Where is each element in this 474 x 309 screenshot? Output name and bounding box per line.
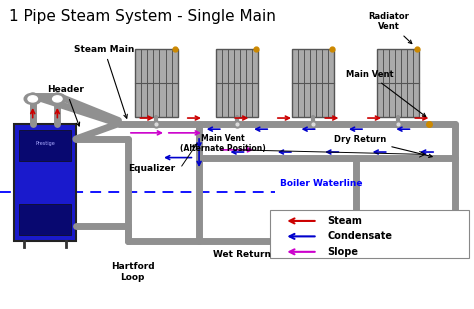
Circle shape [28,96,37,102]
Bar [216,49,258,117]
Text: Steam: Steam [327,216,362,226]
Text: Boiler Waterline: Boiler Waterline [280,180,362,188]
Bar [19,204,71,235]
Bar [292,49,334,117]
Bar [19,130,71,161]
Text: Equalizer: Equalizer [128,164,175,173]
Text: Condensate: Condensate [327,231,392,241]
Text: Radiator
Vent: Radiator Vent [368,12,412,44]
Text: Wet Return: Wet Return [213,250,271,260]
Text: Header: Header [47,85,84,126]
Circle shape [53,96,62,102]
Bar [14,124,76,241]
Bar [135,49,178,117]
Text: Slope: Slope [327,247,358,257]
Circle shape [24,93,41,104]
Bar [377,49,419,117]
Circle shape [49,93,66,104]
Text: Main Vent: Main Vent [346,70,426,116]
Text: Prestige: Prestige [35,141,55,146]
Text: Main Vent
(Alternate Position): Main Vent (Alternate Position) [180,134,265,153]
Text: 1 Pipe Steam System - Single Main: 1 Pipe Steam System - Single Main [9,9,276,24]
Text: Steam Main: Steam Main [74,45,135,118]
Text: Hartford
Loop: Hartford Loop [111,262,155,281]
Bar [270,210,469,258]
Text: Dry Return: Dry Return [334,134,432,158]
